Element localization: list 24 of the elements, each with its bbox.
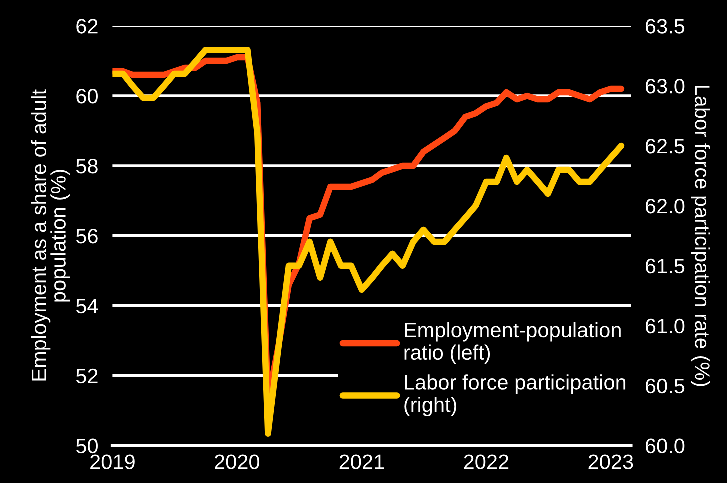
y2-tick-label: 61.0: [646, 318, 685, 334]
y-tick-label: 50: [76, 438, 98, 454]
y-axis-title: Employment as a share of adult population (%): [31, 90, 70, 381]
legend-label: Labor force participation (right): [404, 374, 626, 416]
y2-tick-label: 62.0: [646, 198, 685, 214]
x-tick-label: 2023: [588, 454, 634, 470]
x-tick-label: 2021: [340, 454, 384, 470]
y-tick-label: 54: [76, 299, 98, 314]
y-tick-label: 60: [76, 89, 98, 104]
y2-tick-label: 63.0: [646, 79, 685, 94]
y2-tick-label: 60.0: [646, 438, 685, 454]
y2-tick-label: 60.5: [646, 378, 685, 394]
x-tick-label: 2022: [464, 454, 509, 470]
y2-tick-label: 63.5: [646, 19, 685, 34]
y-tick-label: 52: [76, 368, 98, 384]
x-tick-label: 2019: [90, 454, 135, 470]
legend-label: Employment-population ratio (left): [404, 322, 621, 364]
y-tick-label: 62: [76, 19, 98, 34]
y-tick-label: 56: [76, 228, 98, 244]
x-tick-label: 2020: [215, 454, 260, 470]
y2-axis-title: Labor force participation rate (%): [691, 86, 710, 386]
y-tick-label: 58: [76, 158, 98, 174]
y2-tick-label: 62.5: [646, 139, 685, 154]
y2-tick-label: 61.5: [646, 258, 685, 274]
